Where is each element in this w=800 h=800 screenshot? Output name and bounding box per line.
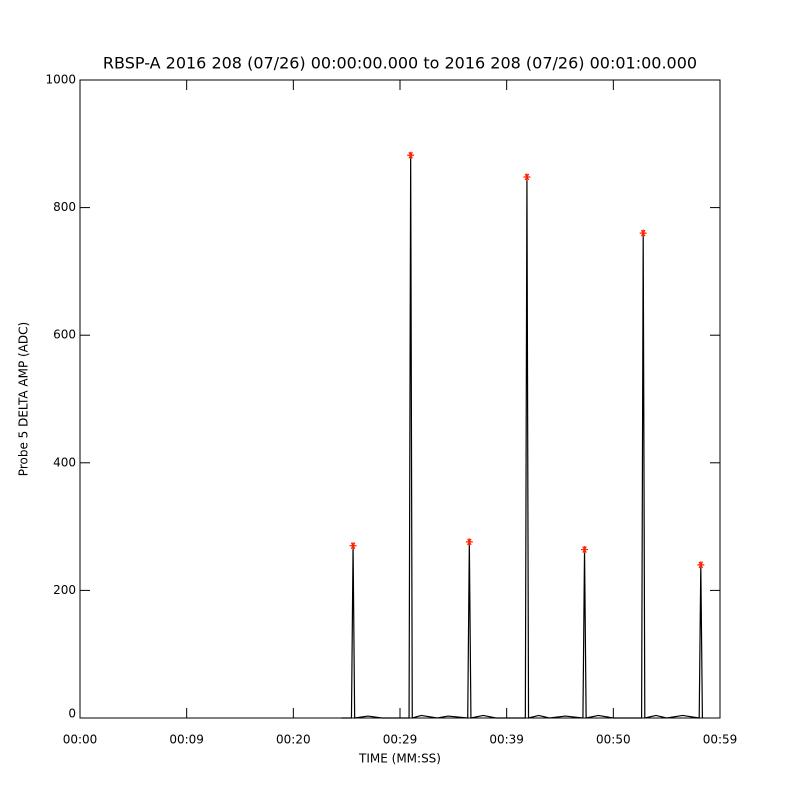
x-axis-label: TIME (MM:SS) bbox=[358, 752, 441, 766]
x-tick-label: 00:59 bbox=[703, 733, 738, 747]
peak-marker bbox=[639, 229, 647, 237]
trace-line bbox=[341, 155, 703, 719]
peak-marker bbox=[407, 151, 415, 159]
x-tick-label: 00:00 bbox=[63, 733, 98, 747]
y-tick-label: 600 bbox=[53, 328, 76, 342]
x-tick-label: 00:39 bbox=[489, 733, 524, 747]
peak-marker bbox=[523, 173, 531, 181]
x-tick-label: 00:50 bbox=[596, 733, 631, 747]
peak-marker bbox=[581, 546, 589, 554]
y-tick-label: 800 bbox=[53, 200, 76, 214]
y-tick-label: 1000 bbox=[45, 73, 76, 87]
plot-frame bbox=[79, 79, 721, 719]
peak-marker bbox=[697, 561, 705, 569]
peak-marker bbox=[349, 542, 357, 550]
y-axis-label: Probe 5 DELTA AMP (ADC) bbox=[17, 322, 31, 476]
peak-marker bbox=[465, 538, 473, 546]
y-tick-label: 0 bbox=[68, 707, 76, 721]
x-tick-label: 00:09 bbox=[169, 733, 204, 747]
x-tick-label: 00:29 bbox=[383, 733, 418, 747]
x-tick-label: 00:20 bbox=[276, 733, 311, 747]
chart-title: RBSP-A 2016 208 (07/26) 00:00:00.000 to … bbox=[103, 54, 697, 73]
y-tick-label: 200 bbox=[53, 583, 76, 597]
y-tick-label: 400 bbox=[53, 455, 76, 469]
